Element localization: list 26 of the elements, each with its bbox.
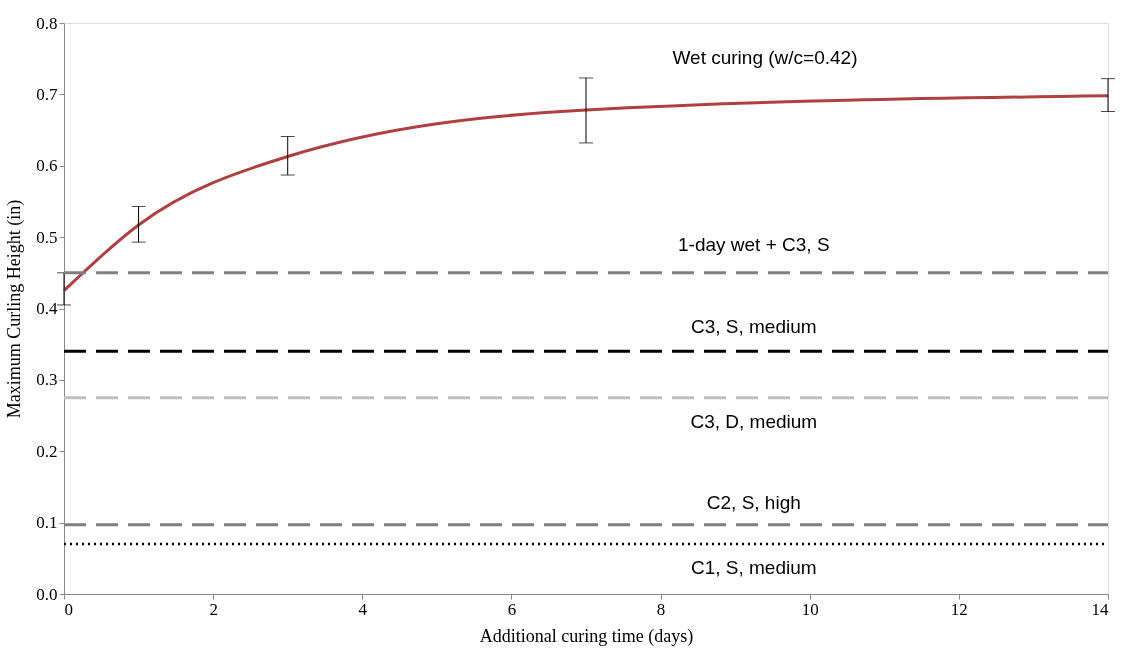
x-axis-title: Additional curing time (days) [479,625,694,647]
y-tick-label: 0.0 [36,584,58,604]
series-label: C3, S, medium [690,316,817,338]
line-series [62,94,1110,293]
x-tick-label: 6 [507,599,517,619]
x-tick-label: 10 [801,599,819,619]
series-label: Wet curing (w/c=0.42) [672,46,858,68]
y-tick-label: 0.1 [36,513,58,533]
y-tick-label: 0.7 [36,84,58,104]
series-label: C1, S, medium [690,557,817,579]
x-tick-label: 14 [1091,599,1109,619]
y-tick-label: 0.8 [36,13,58,33]
y-tick-label: 0.2 [36,441,58,461]
x-tick-label: 12 [950,599,968,619]
y-tick-label: 0.6 [36,156,58,176]
series-label: C2, S, high [706,491,801,513]
y-tick-label: 0.4 [36,299,58,318]
x-tick-label: 8 [656,599,666,619]
x-tick-label: 0 [64,599,73,619]
x-tick-label: 4 [358,599,368,619]
y-axis-title: Maximum Curling Height (in) [4,199,26,419]
y-tick-label: 0.5 [36,227,58,247]
y-tick-label: 0.3 [36,370,58,390]
series-label: C3, D, medium [690,410,818,432]
series-label: 1-day wet + C3, S [678,233,830,255]
x-tick-label: 2 [209,599,218,619]
